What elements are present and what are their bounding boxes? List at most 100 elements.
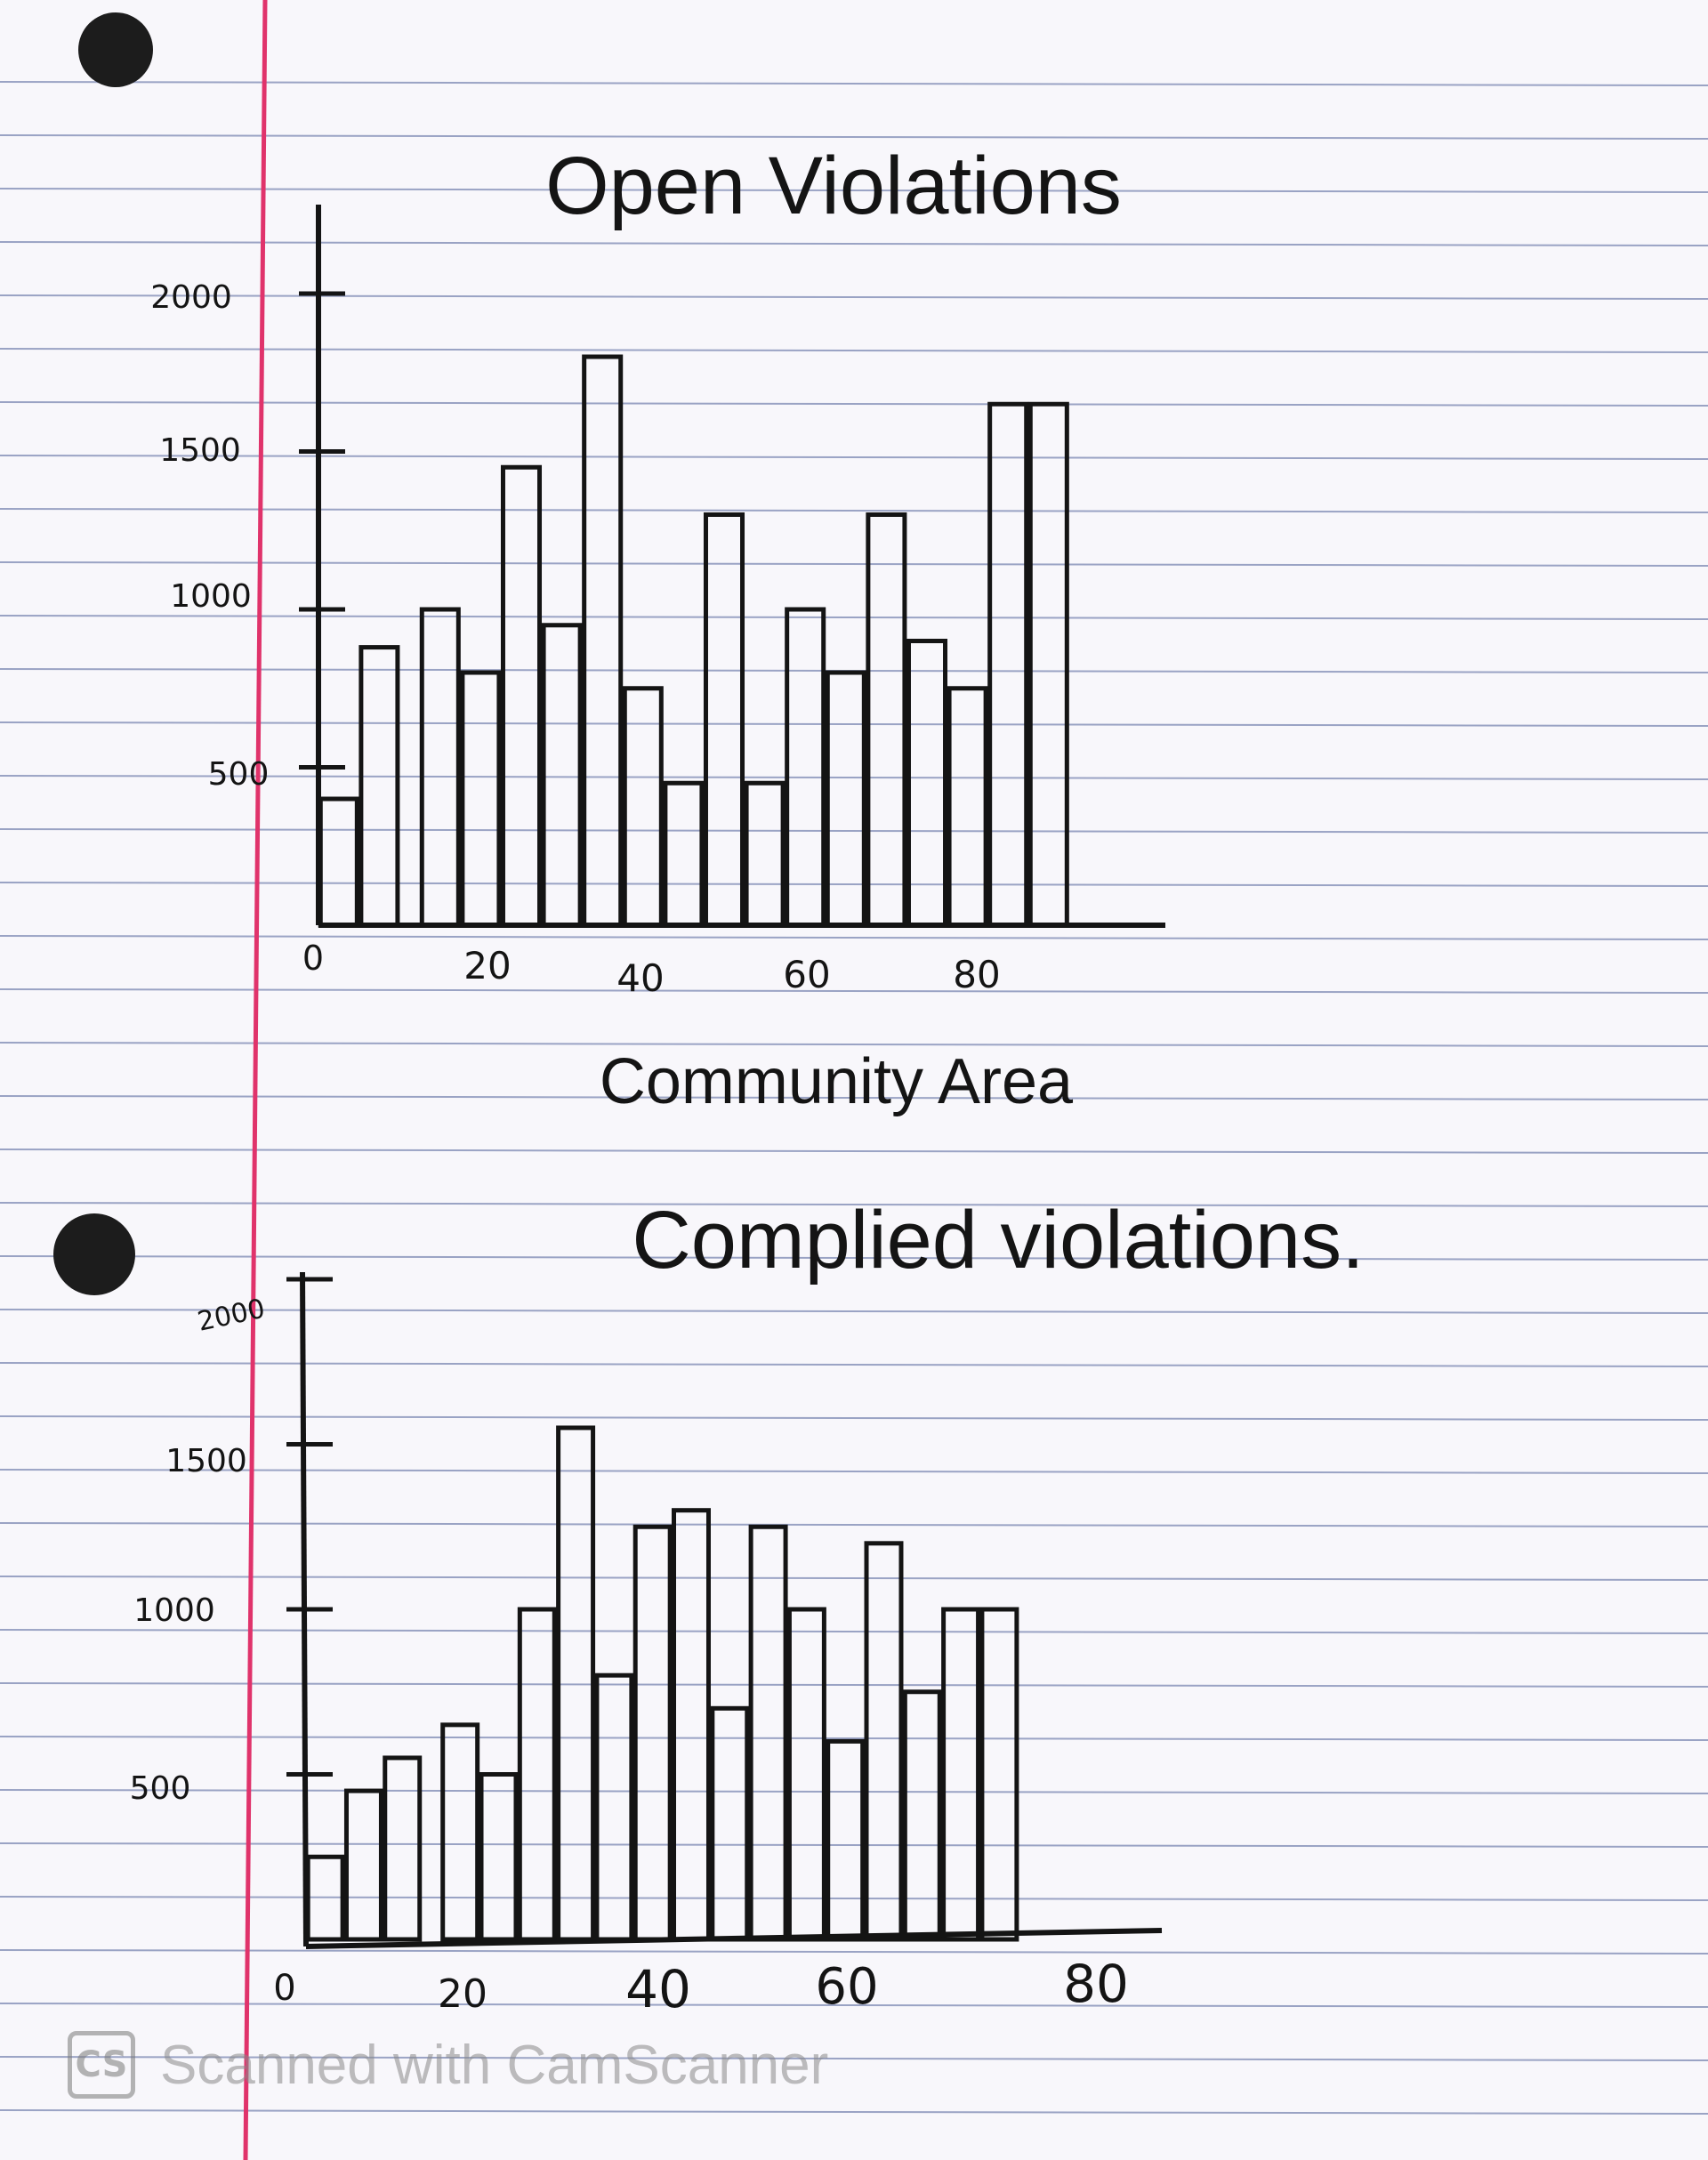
- ruled-line: [0, 348, 1708, 353]
- bar-series: [318, 354, 1069, 928]
- ruled-line: [0, 401, 1708, 407]
- bar: [864, 1541, 904, 1942]
- ruled-line: [0, 1949, 1708, 1954]
- ruled-line: [0, 1149, 1708, 1154]
- ruled-line: [0, 935, 1708, 940]
- y-tick-label-1500: 1500: [165, 1443, 247, 1479]
- x-tick-label-80: 80: [953, 953, 1000, 996]
- ruled-line: [0, 294, 1708, 300]
- y-tick-label-1000: 1000: [133, 1592, 215, 1629]
- bar: [987, 401, 1029, 928]
- bar: [979, 1607, 1019, 1942]
- bar: [517, 1607, 557, 1942]
- ruled-line: [0, 721, 1708, 727]
- bar: [941, 1607, 981, 1942]
- bar: [460, 670, 502, 928]
- x-axis: [305, 1928, 1163, 1949]
- x-tick-label-0: 0: [302, 939, 324, 978]
- complied-violations-chart: Complied violations. 2000 1500 1000 500 …: [130, 1195, 1365, 2019]
- ruled-line: [0, 1576, 1708, 1581]
- bar: [383, 1755, 423, 1942]
- ruled-line: [0, 1629, 1708, 1634]
- open-violations-chart: Open Violations 2000 1500 1000 500 0 20 …: [150, 141, 1165, 1117]
- y-tick-label-1500: 1500: [159, 432, 241, 469]
- bar: [748, 1524, 788, 1942]
- camscanner-logo-icon: CS: [68, 2031, 135, 2099]
- bar: [786, 1607, 826, 1942]
- ruled-line: [0, 1309, 1708, 1314]
- x-tick-label-20: 20: [438, 1971, 487, 2017]
- x-tick-label-40: 40: [616, 956, 664, 1000]
- x-axis-label: Community Area: [600, 1046, 1074, 1117]
- ruled-line: [0, 2109, 1708, 2115]
- x-tick-label-40: 40: [625, 1959, 691, 2019]
- bar: [710, 1705, 750, 1942]
- ruled-line: [0, 828, 1708, 834]
- binder-hole-top: [78, 12, 153, 87]
- y-tick-label-2000: 2000: [150, 279, 232, 316]
- ruled-line: [0, 1255, 1708, 1261]
- ruled-line: [0, 455, 1708, 460]
- ruled-line: [0, 1469, 1708, 1474]
- y-tick-label-500: 500: [130, 1770, 191, 1807]
- ruled-line: [0, 1415, 1708, 1421]
- chart-title: Complied violations.: [632, 1195, 1364, 1286]
- ruled-line: [0, 1789, 1708, 1794]
- bar: [906, 639, 948, 928]
- bar: [632, 1524, 673, 1942]
- bar: [479, 1772, 519, 1942]
- bar: [785, 607, 826, 928]
- ruled-line: [0, 1736, 1708, 1741]
- bar: [440, 1722, 480, 1942]
- ruled-line: [0, 1682, 1708, 1688]
- ruled-line: [0, 188, 1708, 193]
- ruled-line: [0, 775, 1708, 780]
- y-tick-marks: [286, 1277, 333, 1777]
- ruled-line: [0, 1362, 1708, 1367]
- bar: [825, 670, 866, 928]
- y-tick-marks: [299, 291, 345, 770]
- ruled-line: [0, 81, 1708, 86]
- ruled-line: [0, 2003, 1708, 2008]
- ruled-line: [0, 1202, 1708, 1207]
- ruled-line: [0, 134, 1708, 140]
- ruled-line: [0, 988, 1708, 994]
- ruled-line: [0, 1042, 1708, 1047]
- bar: [663, 780, 705, 928]
- y-tick-label-2000: 2000: [195, 1294, 268, 1338]
- bar: [703, 512, 745, 928]
- bar: [594, 1672, 634, 1942]
- margin-line: [243, 0, 268, 2160]
- x-tick-label-20: 20: [463, 944, 511, 987]
- bar: [1027, 401, 1069, 928]
- bar: [672, 1508, 711, 1942]
- ruled-lines: [0, 81, 1708, 2115]
- y-tick-label-500: 500: [208, 756, 270, 793]
- binder-hole-bottom: [53, 1213, 135, 1295]
- bar: [826, 1738, 866, 1942]
- ruled-line: [0, 1522, 1708, 1527]
- bar: [744, 780, 786, 928]
- bar: [419, 607, 461, 928]
- bar: [866, 512, 907, 928]
- ruled-line: [0, 1095, 1708, 1100]
- bar: [902, 1689, 942, 1942]
- ruled-line: [0, 1842, 1708, 1848]
- watermark-text: Scanned with CamScanner: [160, 2034, 829, 2096]
- bar: [343, 1788, 383, 1942]
- ruled-line: [0, 1896, 1708, 1901]
- x-tick-label-80: 80: [1063, 1954, 1129, 2014]
- ruled-line: [0, 882, 1708, 887]
- ruled-line: [0, 615, 1708, 620]
- bar: [582, 354, 624, 928]
- ruled-line: [0, 2056, 1708, 2061]
- x-tick-label-0: 0: [273, 1968, 295, 2009]
- ruled-line: [0, 508, 1708, 513]
- bar: [318, 796, 359, 928]
- ruled-line: [0, 241, 1708, 246]
- bar: [500, 464, 543, 928]
- chart-title: Open Violations: [545, 141, 1122, 231]
- y-tick-label-1000: 1000: [170, 578, 252, 615]
- x-tick-label-60: 60: [815, 1958, 878, 2016]
